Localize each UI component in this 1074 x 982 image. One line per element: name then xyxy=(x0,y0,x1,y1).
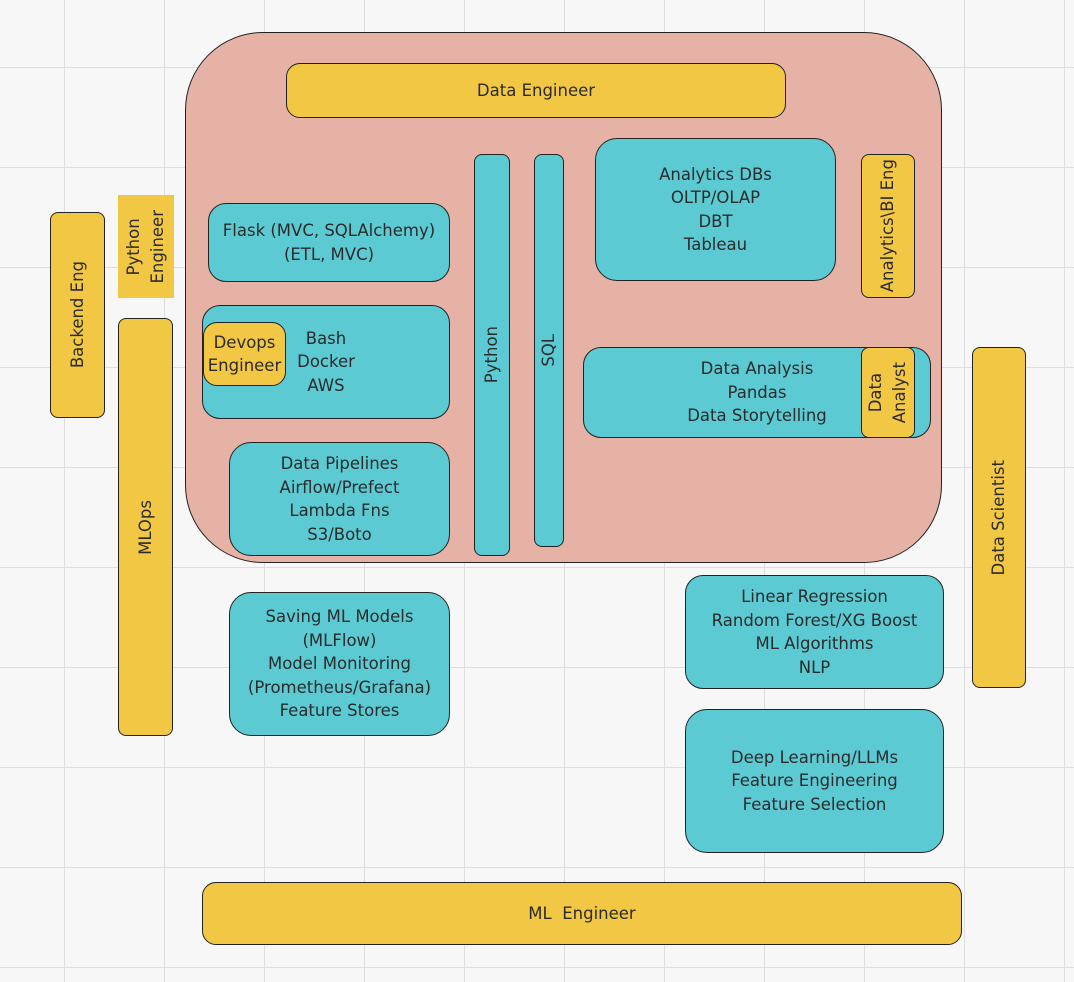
data-analysis-line-3: Data Storytelling xyxy=(687,406,827,426)
sql-bar-text: SQL xyxy=(539,334,559,367)
data-pipelines-line-4: S3/Boto xyxy=(307,524,372,544)
analytics-bi-eng-text: Analytics\BI Eng xyxy=(878,159,898,293)
deep-learning-box[interactable]: Deep Learning/LLMs Feature Engineering F… xyxy=(685,709,944,853)
data-engineer-text: Data Engineer xyxy=(476,80,596,100)
ml-algorithms-line-2: Random Forest/XG Boost xyxy=(711,610,918,630)
analytics-dbs-line-2: OLTP/OLAP xyxy=(670,188,761,207)
flask-line-2: (ETL, MVC) xyxy=(283,244,375,264)
ml-algorithms-box[interactable]: Linear Regression Random Forest/XG Boost… xyxy=(685,575,944,689)
backend-eng-label[interactable]: Backend Eng xyxy=(50,212,105,418)
saving-ml-line-5: Feature Stores xyxy=(279,701,400,721)
python-bar-text: Python xyxy=(482,326,502,384)
devops-tools-line-1: Bash xyxy=(305,328,347,348)
data-analysis-line-1: Data Analysis xyxy=(700,359,814,379)
analytics-dbs-line-3: DBT xyxy=(698,211,733,231)
saving-ml-line-4: (Prometheus/Grafana) xyxy=(247,677,432,697)
data-analyst-line-1: Data xyxy=(866,372,885,413)
saving-ml-line-2: (MLFlow) xyxy=(302,630,377,650)
devops-engineer-line-1: Devops xyxy=(213,332,276,352)
data-analyst-label[interactable]: Data Analyst xyxy=(861,347,915,438)
backend-eng-text: Backend Eng xyxy=(67,261,87,369)
saving-ml-line-1: Saving ML Models xyxy=(265,607,414,627)
python-engineer-line-2: Engineer xyxy=(148,209,167,284)
analytics-dbs-line-1: Analytics DBs xyxy=(659,164,772,184)
data-scientist-text: Data Scientist xyxy=(989,459,1009,576)
devops-tools-line-3: AWS xyxy=(307,375,345,395)
ml-algorithms-line-4: NLP xyxy=(798,657,831,677)
mlops-label[interactable]: MLOps xyxy=(118,318,173,736)
data-pipelines-line-1: Data Pipelines xyxy=(280,454,399,473)
analytics-dbs-box[interactable]: Analytics DBs OLTP/OLAP DBT Tableau xyxy=(595,138,836,281)
devops-engineer-label[interactable]: Devops Engineer xyxy=(203,322,286,386)
python-engineer-line-1: Python xyxy=(124,217,143,276)
data-pipelines-line-2: Airflow/Prefect xyxy=(279,477,400,497)
analytics-dbs-line-4: Tableau xyxy=(683,235,748,254)
data-analysis-line-2: Pandas xyxy=(727,382,787,402)
ml-algorithms-line-1: Linear Regression xyxy=(741,587,888,606)
sql-bar[interactable]: SQL xyxy=(534,154,564,547)
ml-engineer-text: ML Engineer xyxy=(528,903,636,923)
flask-line-1: Flask (MVC, SQLAlchemy) xyxy=(222,221,436,240)
mlops-text: MLOps xyxy=(135,499,155,555)
python-bar[interactable]: Python xyxy=(474,154,510,556)
devops-engineer-line-2: Engineer xyxy=(207,356,282,375)
ml-algorithms-line-3: ML Algorithms xyxy=(755,634,874,653)
ml-engineer-label[interactable]: ML Engineer xyxy=(202,882,962,945)
devops-tools-line-2: Docker xyxy=(297,352,355,372)
saving-ml-models-box[interactable]: Saving ML Models (MLFlow) Model Monitori… xyxy=(229,592,450,736)
data-analyst-line-2: Analyst xyxy=(890,361,909,424)
deep-learning-line-3: Feature Selection xyxy=(742,794,887,814)
deep-learning-line-1: Deep Learning/LLMs xyxy=(730,747,899,767)
saving-ml-line-3: Model Monitoring xyxy=(267,654,411,674)
flask-box[interactable]: Flask (MVC, SQLAlchemy) (ETL, MVC) xyxy=(208,203,450,282)
data-pipelines-box[interactable]: Data Pipelines Airflow/Prefect Lambda Fn… xyxy=(229,442,450,556)
data-scientist-label[interactable]: Data Scientist xyxy=(972,347,1026,688)
analytics-bi-eng-label[interactable]: Analytics\BI Eng xyxy=(861,154,915,298)
python-engineer-label[interactable]: Python Engineer xyxy=(118,195,174,298)
data-pipelines-line-3: Lambda Fns xyxy=(289,501,390,520)
deep-learning-line-2: Feature Engineering xyxy=(731,771,898,791)
data-engineer-label[interactable]: Data Engineer xyxy=(286,63,786,118)
